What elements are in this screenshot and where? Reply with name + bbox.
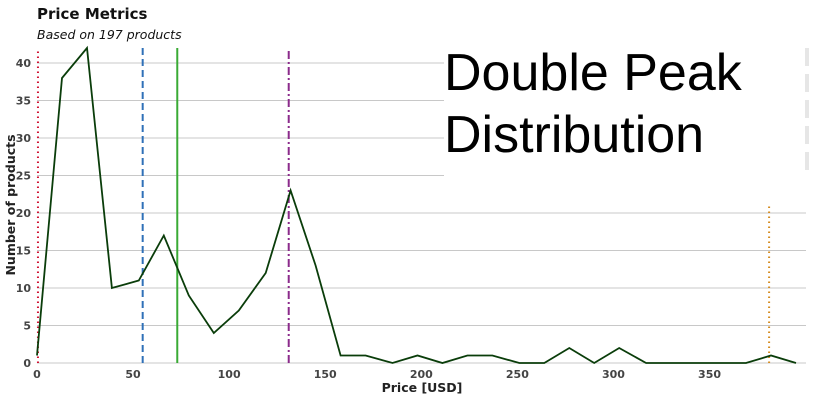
x-tick-label: 100 <box>218 368 241 381</box>
grid-lines <box>37 62 806 364</box>
x-tick-label: 200 <box>410 368 433 381</box>
scroll-segment <box>805 48 809 66</box>
x-tick-label: 300 <box>602 368 625 381</box>
scroll-segment <box>805 74 809 92</box>
x-tick-label: 0 <box>33 368 41 381</box>
x-tick-label: 150 <box>314 368 337 381</box>
chart-title: Price Metrics <box>37 5 148 23</box>
y-tick-label: 35 <box>16 95 31 108</box>
x-axis-label: Price [USD] <box>382 380 463 395</box>
series-line <box>36 45 797 365</box>
x-tick-label: 250 <box>506 368 529 381</box>
y-tick-label: 30 <box>16 132 32 145</box>
scroll-segment <box>805 152 809 170</box>
chart-subtitle: Based on 197 products <box>37 27 182 42</box>
annotation-line-2: Distribution <box>444 106 705 164</box>
scroll-indicator <box>805 48 809 178</box>
annotation-overlay: Double Peak Distribution <box>444 42 806 182</box>
x-axis-ticks: 0 50 100 150 200 250 300 350 <box>33 368 721 381</box>
annotation-line-1: Double Peak <box>444 44 742 102</box>
x-tick-label: 350 <box>698 368 721 381</box>
y-tick-label: 5 <box>23 320 31 333</box>
y-tick-label: 20 <box>16 207 32 220</box>
y-axis-label: Number of products <box>3 134 18 275</box>
x-tick-label: 50 <box>125 368 141 381</box>
y-axis-ticks: 0 5 10 15 20 25 30 35 40 <box>16 57 32 370</box>
y-tick-label: 15 <box>16 245 31 258</box>
scroll-segment <box>805 126 809 144</box>
y-tick-label: 0 <box>23 357 31 370</box>
reference-lines <box>36 48 771 363</box>
y-tick-label: 25 <box>16 170 31 183</box>
y-tick-label: 10 <box>16 282 32 295</box>
scroll-segment <box>805 100 809 118</box>
y-tick-label: 40 <box>16 57 32 70</box>
